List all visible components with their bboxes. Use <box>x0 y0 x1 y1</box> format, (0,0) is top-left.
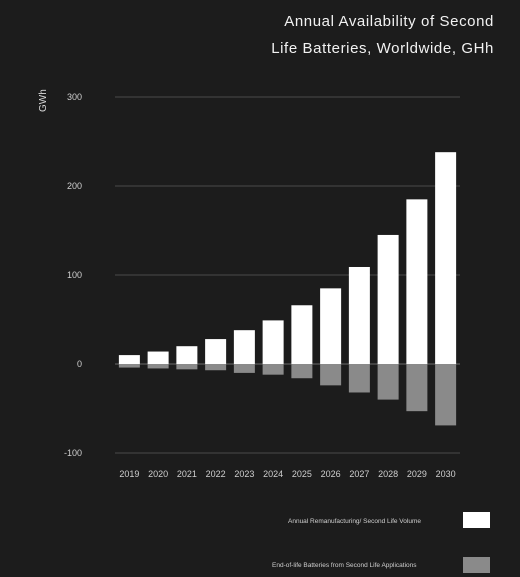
x-tick-label: 2021 <box>177 469 197 479</box>
bar-second-life-volume <box>348 266 370 364</box>
chart-title-line-2: Life Batteries, Worldwide, GHh <box>271 40 494 57</box>
bar-end-of-life <box>435 364 457 426</box>
y-tick-label: -100 <box>64 448 82 458</box>
bar-end-of-life <box>320 364 342 386</box>
legend-swatch-series-2 <box>463 557 490 573</box>
bar-end-of-life <box>291 364 313 379</box>
bar-second-life-volume <box>320 288 342 364</box>
legend-swatch-series-1 <box>463 512 490 528</box>
y-tick-label: 300 <box>67 92 82 102</box>
y-tick-label: 200 <box>67 181 82 191</box>
x-tick-label: 2019 <box>119 469 139 479</box>
x-tick-label: 2023 <box>234 469 254 479</box>
x-tick-label: 2026 <box>321 469 341 479</box>
bar-end-of-life <box>176 364 198 370</box>
bar-end-of-life <box>406 364 428 412</box>
x-tick-label: 2022 <box>206 469 226 479</box>
legend-label-series-1: Annual Remanufacturing/ Second Life Volu… <box>288 518 421 525</box>
bar-second-life-volume <box>176 346 198 364</box>
bar-second-life-volume <box>233 330 255 364</box>
legend-label-series-2: End-of-life Batteries from Second Life A… <box>272 562 417 569</box>
bar-second-life-volume <box>377 234 399 364</box>
bar-second-life-volume <box>435 152 457 364</box>
x-tick-label: 2027 <box>349 469 369 479</box>
bar-second-life-volume <box>291 305 313 364</box>
bar-end-of-life <box>377 364 399 400</box>
bar-second-life-volume <box>118 355 140 364</box>
chart-title: Annual Availability of Second Life Batte… <box>194 8 494 62</box>
chart-title-line-1: Annual Availability of Second <box>284 13 494 30</box>
x-tick-label: 2030 <box>436 469 456 479</box>
bar-end-of-life <box>118 364 140 368</box>
bar-second-life-volume <box>262 320 284 364</box>
bar-second-life-volume <box>205 339 227 364</box>
bar-end-of-life <box>205 364 227 371</box>
bar-second-life-volume <box>406 199 428 364</box>
x-tick-label: 2024 <box>263 469 283 479</box>
x-tick-label: 2025 <box>292 469 312 479</box>
x-tick-label: 2028 <box>378 469 398 479</box>
y-tick-label: 100 <box>67 270 82 280</box>
x-tick-label: 2020 <box>148 469 168 479</box>
x-tick-label: 2029 <box>407 469 427 479</box>
bar-end-of-life <box>233 364 255 373</box>
bar-end-of-life <box>262 364 284 375</box>
bar-end-of-life <box>147 364 169 369</box>
bar-second-life-volume <box>147 351 169 364</box>
bar-end-of-life <box>348 364 370 393</box>
y-tick-label: 0 <box>77 359 82 369</box>
